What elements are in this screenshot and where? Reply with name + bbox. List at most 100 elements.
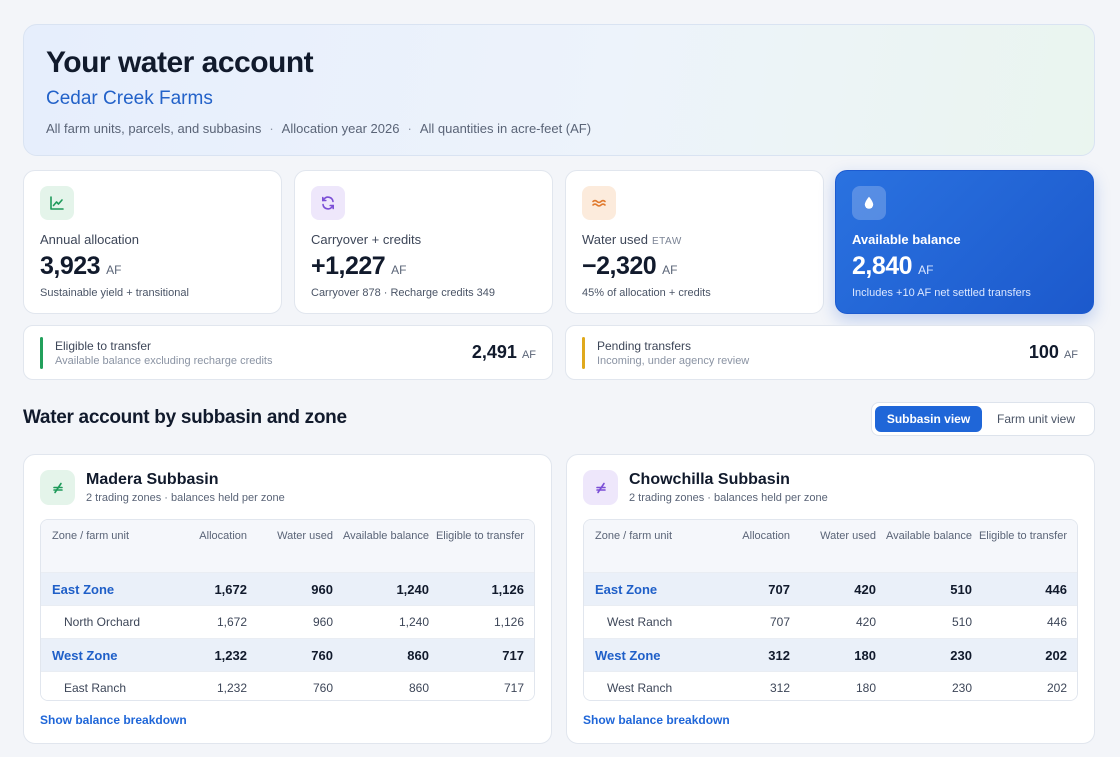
eligible-title: Eligible to transfer [55, 338, 152, 353]
subbasin-subtext: 2 trading zones · balances held per zone [629, 492, 828, 504]
stat-value: −2,320 [582, 252, 657, 280]
column-header: Water used [820, 530, 876, 542]
stat-value: 3,923 [40, 252, 101, 280]
account-header: Your water account Cedar Creek Farms All… [23, 24, 1095, 156]
cell-used: 420 [854, 581, 876, 597]
cell-eligible: 717 [503, 681, 524, 695]
subbasin-name: Madera Subbasin [86, 471, 219, 488]
waves-icon [582, 186, 616, 220]
zone-name: East Zone [595, 581, 658, 597]
column-header: Water used [277, 530, 333, 542]
cell-eligible: 717 [502, 647, 524, 663]
cell-allocation: 1,232 [216, 681, 247, 695]
table-row[interactable]: East Ranch 1,232 760 860 717 [41, 671, 534, 700]
zone-name: West Zone [52, 647, 118, 663]
table-row[interactable]: West Ranch 312 180 230 202 [584, 671, 1077, 700]
table-row[interactable]: West Zone 312 180 230 202 [584, 638, 1077, 671]
cell-eligible: 202 [1045, 647, 1067, 663]
header-meta: All farm units, parcels, and subbasins ·… [46, 121, 1072, 136]
section-title: Water account by subbasin and zone [23, 407, 347, 428]
column-header: Eligible to transfer [978, 530, 1067, 542]
cell-eligible: 446 [1046, 615, 1067, 629]
table-row[interactable]: East Zone 707 420 510 446 [584, 572, 1077, 605]
stat-value: 2,840 [852, 252, 913, 280]
show-balance-breakdown-link[interactable]: Show balance breakdown [40, 713, 187, 727]
chart-line-icon [40, 186, 74, 220]
table-row[interactable]: West Zone 1,232 760 860 717 [41, 638, 534, 671]
stat-unit: AF [106, 263, 122, 277]
subbasin-table: Zone / farm unit Allocation Water used A… [583, 519, 1078, 701]
stat-unit: AF [918, 263, 934, 277]
stat-label: Available balance [852, 232, 961, 247]
meta-scope: All farm units, parcels, and subbasins [46, 121, 262, 136]
droplet-icon [852, 186, 886, 220]
subbasin-name: Chowchilla Subbasin [629, 471, 790, 488]
cell-eligible: 1,126 [491, 581, 524, 597]
cell-eligible: 446 [1045, 581, 1067, 597]
farm-unit-link[interactable]: West Ranch [607, 615, 673, 629]
farm-unit-view-button[interactable]: Farm unit view [996, 412, 1076, 426]
table-header: Zone / farm unit Allocation Water used A… [41, 520, 534, 572]
column-header: Allocation [742, 530, 790, 542]
status-bar [582, 336, 585, 369]
stat-value: +1,227 [311, 252, 386, 280]
eligible-unit: AF [521, 349, 536, 361]
cell-used: 760 [311, 647, 333, 663]
zone-name: East Zone [52, 581, 115, 597]
meta-year: Allocation year 2026 [281, 121, 400, 136]
farm-unit-link[interactable]: East Ranch [64, 681, 127, 695]
farm-unit-link[interactable]: West Ranch [607, 681, 673, 695]
cell-available: 510 [950, 581, 972, 597]
farm-name: Cedar Creek Farms [46, 88, 213, 109]
pending-unit: AF [1063, 349, 1078, 361]
stat-card-carryover-credits: Carryover + credits +1,227 AF Carryover 8… [294, 170, 553, 314]
table-row[interactable]: North Orchard 1,672 960 1,240 1,126 [41, 605, 534, 638]
stat-card-available-balance: Available balance 2,840 AF Includes +10 A… [835, 170, 1094, 314]
stat-subtext: 45% of allocation + credits [582, 287, 711, 299]
table-row[interactable]: East Zone 1,672 960 1,240 1,126 [41, 572, 534, 605]
subbasin-view-button[interactable]: Subbasin view [875, 406, 982, 432]
stat-subtext: Includes +10 AF net settled transfers [852, 287, 1031, 299]
stat-label: Water used ETAW [582, 232, 807, 247]
view-toggle: Subbasin view Farm unit view [871, 402, 1095, 436]
refresh-icon [311, 186, 345, 220]
cell-used: 180 [855, 681, 876, 695]
cell-allocation: 1,672 [216, 615, 247, 629]
farm-unit-link[interactable]: North Orchard [64, 615, 141, 629]
zone-name: West Zone [595, 647, 661, 663]
eligible-subtext: Available balance excluding recharge cre… [55, 354, 273, 367]
pending-value: 100 [1028, 342, 1059, 362]
subbasin-card-chowchilla: Chowchilla Subbasin 2 trading zones · ba… [566, 454, 1095, 744]
show-balance-breakdown-link[interactable]: Show balance breakdown [583, 713, 730, 727]
cell-allocation: 312 [769, 681, 790, 695]
cell-available: 860 [407, 647, 429, 663]
cell-allocation: 707 [769, 615, 790, 629]
column-header: Available balance [885, 530, 972, 542]
pending-subtext: Incoming, under agency review [597, 354, 750, 367]
column-header: Zone / farm unit [595, 530, 673, 542]
cell-eligible: 202 [1046, 681, 1067, 695]
page-title: Your water account [46, 46, 314, 79]
subbasin-table: Zone / farm unit Allocation Water used A… [40, 519, 535, 701]
subbasin-subtext: 2 trading zones · balances held per zone [86, 492, 285, 504]
stat-subtext: Sustainable yield + transitional [40, 287, 189, 299]
cell-allocation: 707 [768, 581, 790, 597]
meta-separator: · [407, 121, 412, 136]
stat-label: Carryover + credits [311, 232, 422, 247]
pending-transfers-card: Pending transfers Incoming, under agency… [565, 325, 1095, 380]
cell-available: 230 [951, 681, 972, 695]
column-header: Eligible to transfer [435, 530, 524, 542]
cell-used: 960 [311, 581, 333, 597]
column-header: Zone / farm unit [52, 530, 130, 542]
cell-available: 510 [951, 615, 972, 629]
stat-card-water-used: Water used ETAW −2,320 AF 45% of allocatio… [565, 170, 824, 314]
cell-used: 420 [855, 615, 876, 629]
scale-icon [40, 470, 75, 505]
eligible-value: 2,491 [471, 342, 517, 362]
cell-used: 960 [312, 615, 333, 629]
table-row[interactable]: West Ranch 707 420 510 446 [584, 605, 1077, 638]
meta-separator: · [269, 121, 274, 136]
cell-available: 1,240 [396, 581, 429, 597]
cell-allocation: 1,672 [214, 581, 247, 597]
stat-card-annual-allocation: Annual allocation 3,923 AF Sustainable yi… [23, 170, 282, 314]
